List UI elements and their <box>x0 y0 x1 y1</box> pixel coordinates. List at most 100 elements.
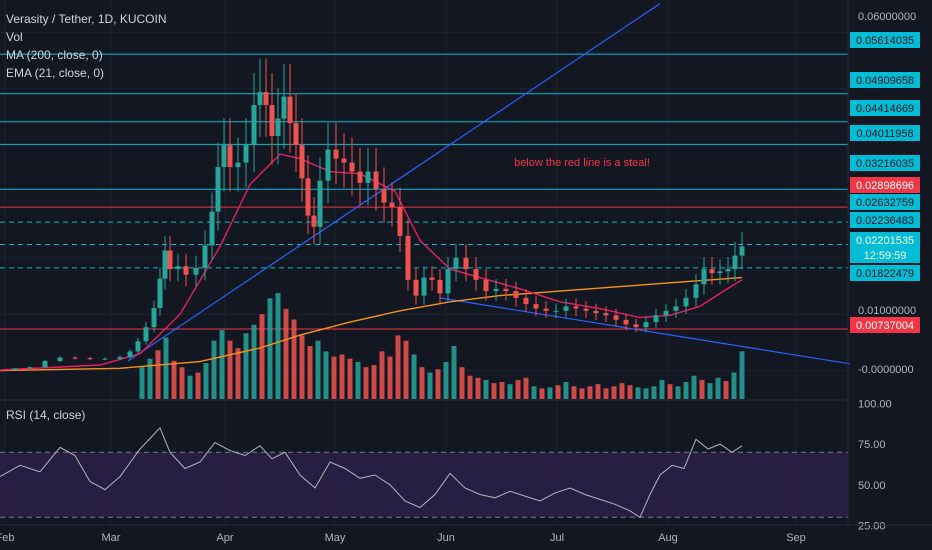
volume-bar <box>731 372 737 399</box>
candle-body <box>102 358 108 360</box>
price-candles <box>12 58 745 371</box>
rsi-pane <box>0 399 848 519</box>
time-axis-label: Mar <box>102 532 121 544</box>
volume-bar <box>459 367 465 399</box>
volume-bar <box>579 388 585 399</box>
price-label-box <box>850 212 920 228</box>
volume-bar <box>643 388 649 399</box>
candle-body <box>349 162 355 172</box>
volume-bar <box>691 375 697 399</box>
ma-indicator-label[interactable]: MA (200, close, 0) <box>6 48 103 62</box>
time-axis-label: Aug <box>658 532 678 544</box>
volume-bar <box>443 361 449 399</box>
volume-bar <box>587 386 593 399</box>
candle-body <box>663 310 669 316</box>
candle-body <box>623 319 629 325</box>
volume-bar <box>451 346 457 399</box>
time-axis-label: Apr <box>216 532 233 544</box>
candle-body <box>739 246 745 256</box>
symbol-title[interactable]: Verasity / Tether, 1D, KUCOIN <box>6 12 167 26</box>
volume-bar <box>531 386 537 399</box>
volume-bar <box>603 388 609 399</box>
volume-bar <box>387 356 393 399</box>
candle-body <box>257 92 263 106</box>
candle-body <box>299 145 305 179</box>
candle-body <box>473 269 479 280</box>
candle-body <box>287 96 293 124</box>
rsi-axis-label: 25.00 <box>858 520 886 532</box>
candle-body <box>57 357 63 362</box>
volume-bar <box>571 386 577 399</box>
volume-bar <box>283 308 289 399</box>
time-axis[interactable]: Feb Mar Apr May Jun Jul Aug Sep <box>0 524 932 544</box>
candle-body <box>151 308 157 328</box>
volume-bar <box>435 369 441 399</box>
volume-bar <box>147 358 153 399</box>
time-axis-label: Sep <box>786 532 806 544</box>
volume-bar <box>187 375 193 399</box>
trendline[interactable] <box>127 3 661 362</box>
rsi-axis-label: 50.00 <box>858 480 886 492</box>
candle-body <box>12 368 18 371</box>
price-axis[interactable]: 0.06000000 0.05614035 0.04909658 0.04414669… <box>847 0 920 525</box>
candle-body <box>603 313 609 316</box>
volume-bar <box>651 386 657 399</box>
volume-bar <box>635 387 641 399</box>
candle-body <box>683 297 689 307</box>
volume-bar <box>331 356 337 399</box>
volume-bar <box>363 367 369 399</box>
rsi-band <box>0 452 848 518</box>
price-axis-label: 12:59:59 <box>864 250 907 262</box>
volume-bar <box>395 335 401 399</box>
candle-body <box>281 96 287 119</box>
candle-body <box>429 277 435 280</box>
candle-body <box>117 357 123 359</box>
candle-body <box>633 324 639 328</box>
candle-body <box>263 92 269 106</box>
candle-body <box>42 361 48 368</box>
candle-body <box>503 288 509 292</box>
candle-body <box>523 297 529 305</box>
candle-body <box>317 180 323 227</box>
candle-body <box>227 145 233 168</box>
price-label-box <box>850 155 920 171</box>
rsi-axis-label: 75.00 <box>858 439 886 451</box>
candle-body <box>533 304 539 309</box>
volume-bar <box>667 384 673 399</box>
candle-body <box>135 341 141 352</box>
volume-bar <box>211 340 217 399</box>
vol-indicator-label[interactable]: Vol <box>6 30 23 44</box>
candle-body <box>209 211 215 246</box>
candle-body <box>215 167 221 212</box>
volume-bar <box>411 354 417 399</box>
volume-bar <box>499 382 505 399</box>
candle-body <box>543 308 549 311</box>
candle-body <box>483 279 489 292</box>
volume-bar <box>611 386 617 399</box>
rsi-indicator-label[interactable]: RSI (14, close) <box>6 408 86 422</box>
volume-bar <box>139 367 145 399</box>
candle-body <box>413 279 419 296</box>
candle-body <box>293 123 299 146</box>
volume-bar <box>315 340 321 399</box>
volume-bar <box>171 360 177 399</box>
candle-body <box>405 235 411 280</box>
candle-body <box>127 351 133 358</box>
volume-bar <box>163 337 169 399</box>
trendlines[interactable] <box>127 3 851 365</box>
rsi-line <box>0 426 743 519</box>
price-axis-label: 0.04909658 <box>856 75 914 87</box>
ema-indicator-label[interactable]: EMA (21, close, 0) <box>6 66 105 80</box>
candle-body <box>311 215 317 227</box>
candle-body <box>357 171 363 183</box>
volume-bar <box>723 380 729 399</box>
candle-body <box>493 288 499 292</box>
candle-body <box>305 178 311 216</box>
volume-bar <box>371 365 377 399</box>
volume-bar <box>627 385 633 399</box>
trendline[interactable] <box>439 297 851 365</box>
candle-body <box>202 245 208 268</box>
candle-body <box>162 250 168 279</box>
candle-body <box>325 149 331 181</box>
